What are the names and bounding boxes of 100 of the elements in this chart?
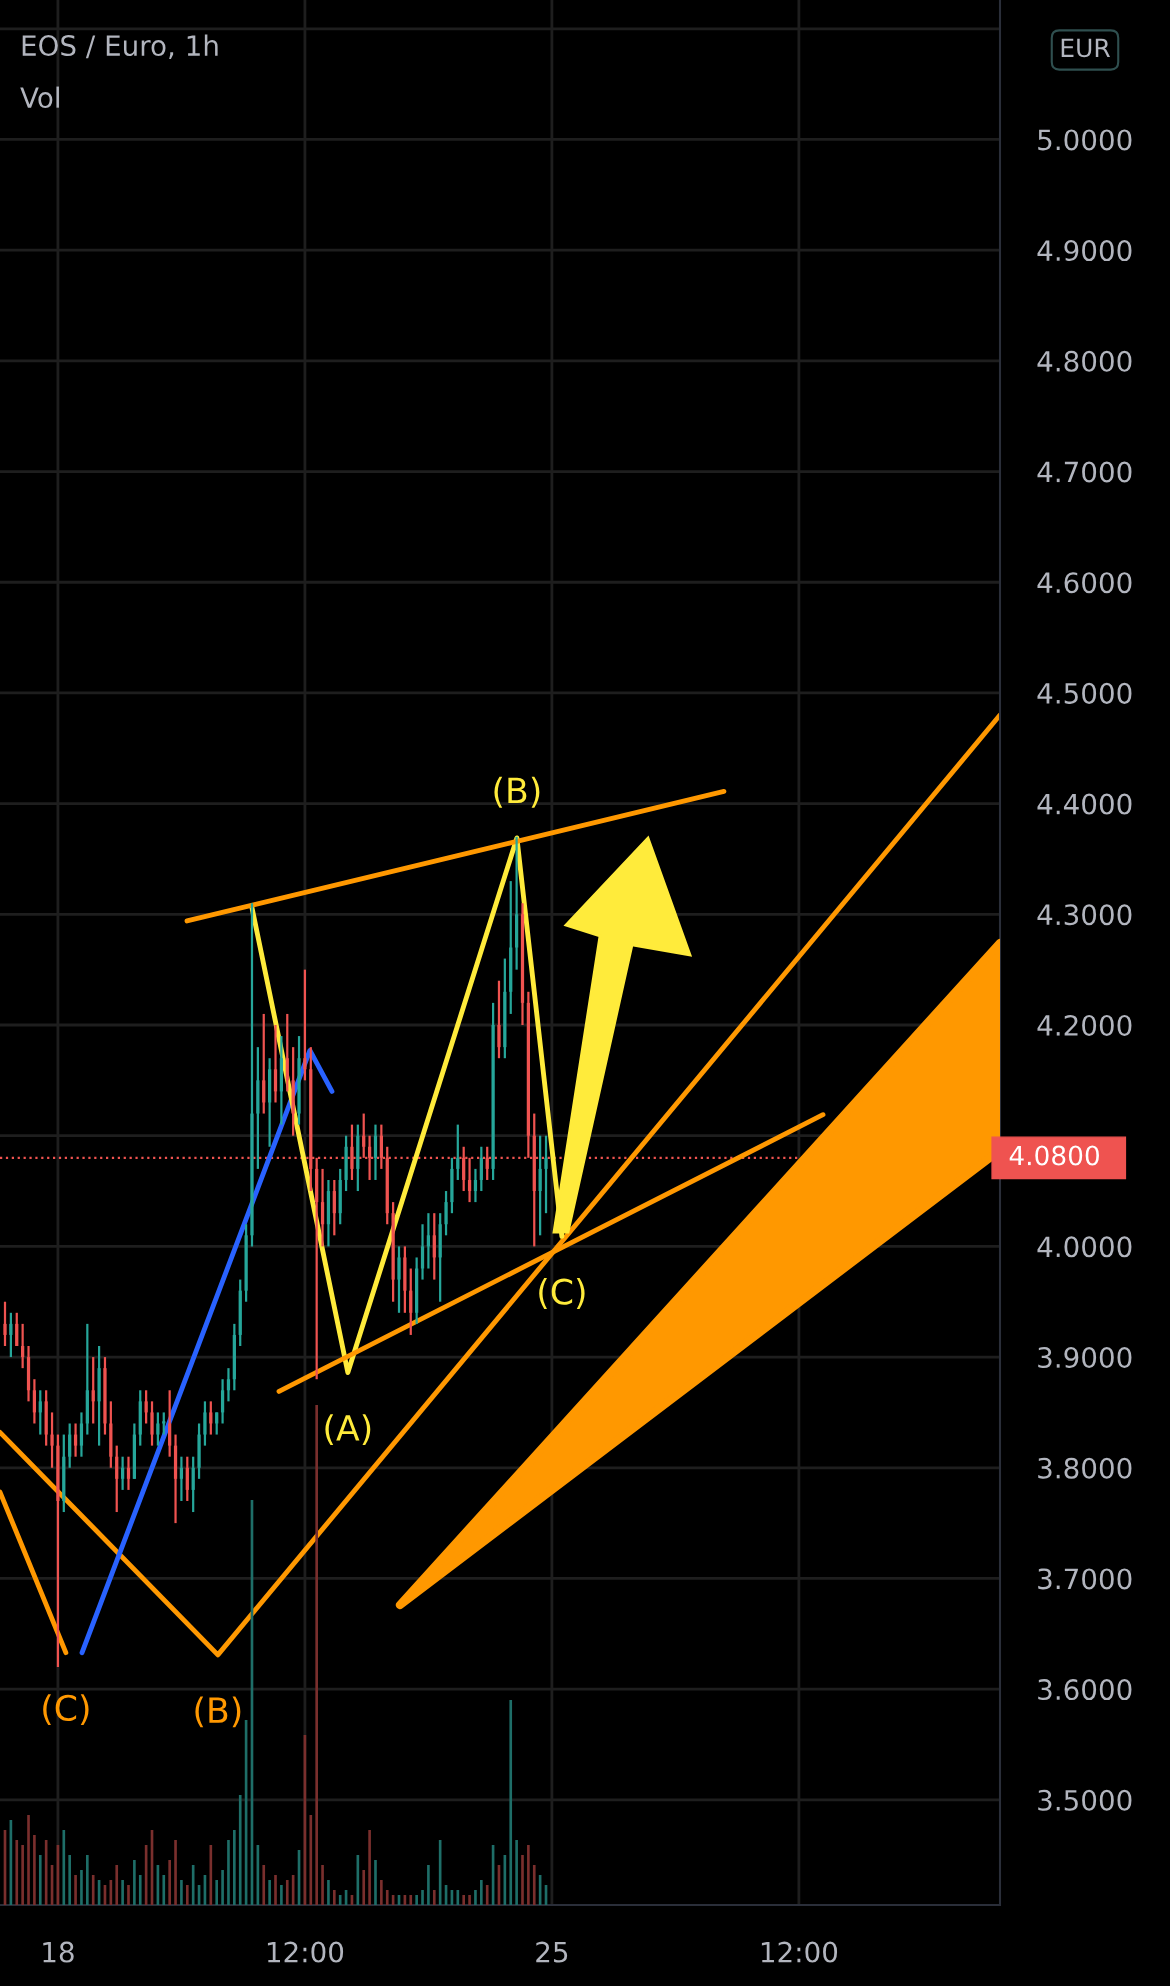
bar [133,1860,136,1905]
y-tick-label: 4.6000 [1037,572,1132,594]
candlestick [444,1189,448,1237]
y-tick-label: 4.7000 [1037,461,1132,483]
bar [321,1865,324,1905]
candlestick [491,1001,495,1182]
candlestick [38,1389,42,1436]
bar [480,1880,483,1905]
candlestick [320,1167,325,1248]
candlestick [56,1433,60,1669]
bar [309,1815,313,1905]
candlestick [73,1422,78,1458]
candlestick [297,1034,301,1126]
bar [315,1405,318,1905]
candlestick [332,1178,336,1237]
bar [191,1865,195,1905]
candlestick [115,1444,119,1514]
candlestick [126,1455,131,1492]
candlestick [479,1145,483,1193]
bar [409,1895,413,1905]
y-tick-label: 3.8000 [1038,1457,1132,1479]
bar [380,1880,383,1905]
bar [15,1840,19,1905]
bar [462,1895,466,1905]
bar [521,1855,524,1905]
x-tick-label: 25 [536,1941,568,1963]
candlestick [373,1123,378,1182]
bar [233,1830,236,1905]
bar [162,1875,166,1905]
candlestick [226,1367,231,1403]
candlestick [50,1411,54,1469]
candlestick [273,1023,278,1104]
y-tick-label: 4.5000 [1037,682,1132,704]
y-tick-label: 4.9000 [1037,240,1132,262]
bar [421,1890,424,1905]
bar [327,1880,330,1905]
bar [185,1885,189,1905]
candlestick [9,1311,13,1359]
candlestick [250,902,254,1248]
bar [127,1885,130,1905]
y-tick-label: 3.5000 [1038,1789,1132,1811]
x-tick-label: 12:00 [761,1941,838,1963]
candlestick [538,1134,542,1237]
candlestick [420,1223,425,1281]
candlestick [473,1167,478,1204]
bar [427,1865,430,1905]
bar [268,1880,271,1905]
annotation: (B) [195,1696,241,1728]
bar [33,1835,36,1905]
candlestick [179,1455,184,1503]
bar [86,1855,89,1905]
bar [209,1845,213,1905]
bar [274,1875,277,1905]
bar [509,1700,513,1905]
y-axis-title: EUR [1061,38,1111,58]
candlestick [215,1411,219,1436]
candlestick [450,1156,454,1215]
bar [227,1840,230,1905]
bar [68,1855,72,1905]
candlestick [544,1134,548,1215]
y-tick-label: 3.9000 [1038,1347,1132,1369]
bar [362,1870,366,1905]
bar [238,1795,242,1905]
candlestick [220,1378,225,1425]
candlestick [285,1012,289,1093]
bar [374,1860,377,1905]
bar [215,1880,219,1905]
bar [485,1885,489,1905]
candlestick [426,1212,431,1270]
bar [74,1875,77,1905]
bar [432,1890,436,1905]
bar [368,1830,371,1905]
bar [474,1890,477,1905]
bar [21,1845,24,1905]
candlestick [3,1300,7,1348]
candlestick [150,1400,154,1447]
bar [62,1830,66,1905]
bar [532,1865,536,1905]
candlestick [262,1012,266,1115]
bar [280,1885,283,1905]
candlestick [303,968,307,1082]
bar [468,1895,471,1905]
y-tick-label: 4.8000 [1037,350,1132,372]
candlestick [156,1411,160,1447]
bar [115,1865,119,1905]
candlestick [203,1400,207,1447]
candlestick [91,1355,95,1425]
bar [338,1895,342,1905]
y-tick-label: 3.6000 [1038,1679,1132,1701]
candlestick [497,979,501,1060]
bar [174,1840,177,1905]
ref-line-label: 4.0800 [1009,1145,1099,1166]
bar [121,1880,124,1905]
y-tick-label: 4.3000 [1037,904,1132,926]
candlestick [397,1245,401,1314]
annotation: (B) [494,776,540,808]
candlestick [168,1389,172,1458]
bar [168,1860,171,1905]
candlestick [103,1355,107,1436]
candlestick [21,1322,25,1370]
